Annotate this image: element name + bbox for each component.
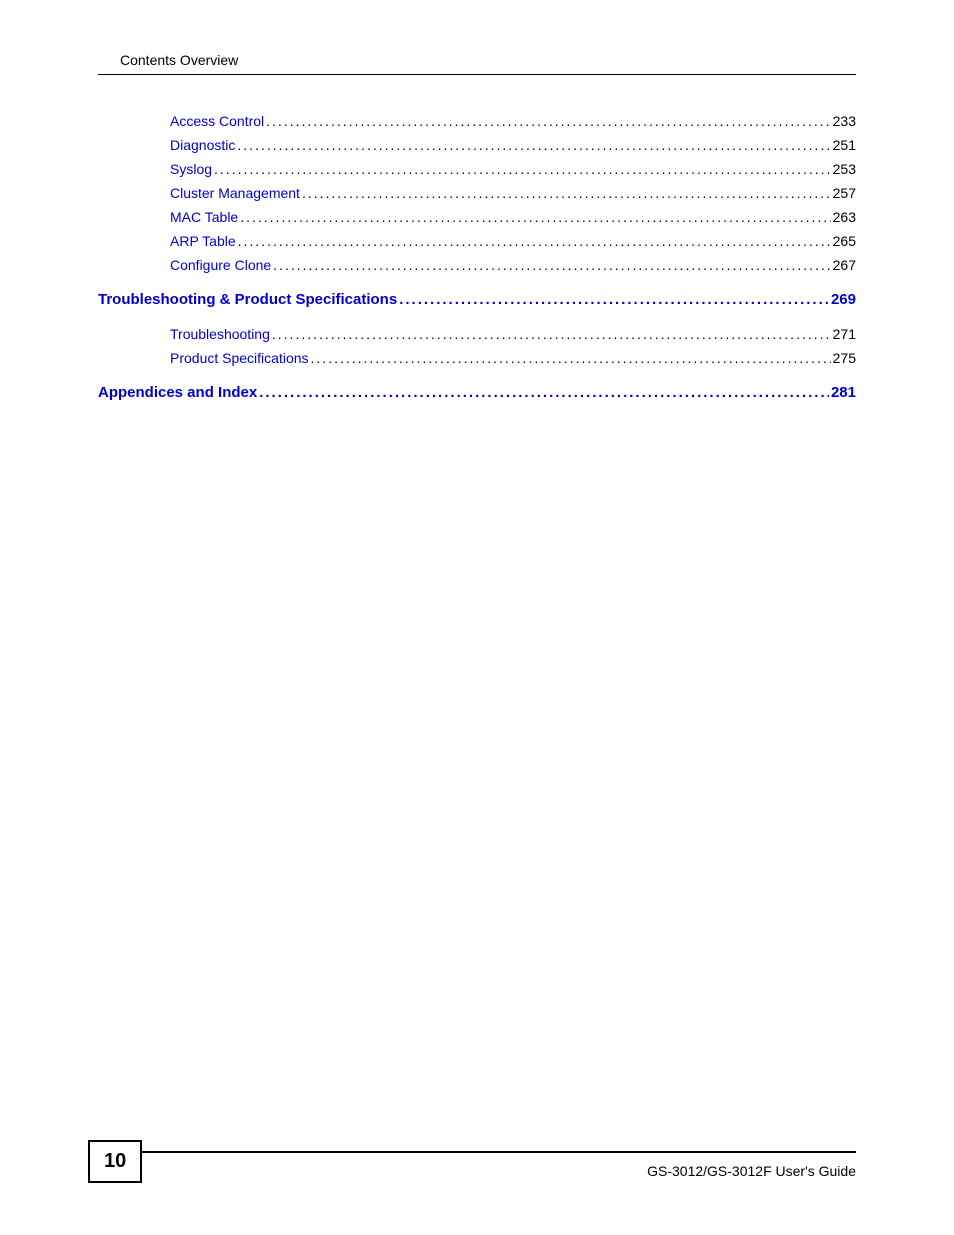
toc-leader-dots: ........................................… — [236, 233, 831, 249]
toc-leader-dots: ........................................… — [238, 209, 830, 225]
toc-row: Troubleshooting & Product Specifications… — [98, 291, 856, 308]
footer-row: 10 GS-3012/GS-3012F User's Guide — [88, 1159, 856, 1183]
toc-row: Access Control .........................… — [98, 113, 856, 129]
footer: 10 GS-3012/GS-3012F User's Guide — [88, 1151, 856, 1183]
toc-entry-link[interactable]: Syslog — [170, 161, 212, 177]
toc-page-number: 267 — [831, 257, 856, 273]
toc-entry-link[interactable]: Appendices and Index — [98, 384, 257, 401]
toc-leader-dots: ........................................… — [397, 291, 829, 308]
toc-page-number: 257 — [831, 185, 856, 201]
toc-page-number: 271 — [831, 326, 856, 342]
toc-row: ARP Table ..............................… — [98, 233, 856, 249]
footer-rule — [88, 1151, 856, 1153]
toc-entry-link[interactable]: Troubleshooting — [170, 326, 270, 342]
toc-page-number: 233 — [831, 113, 856, 129]
footer-guide-text: GS-3012/GS-3012F User's Guide — [647, 1163, 856, 1179]
toc-entry-link[interactable]: Diagnostic — [170, 137, 235, 153]
toc-page-number: 275 — [831, 350, 856, 366]
toc-row: Diagnostic .............................… — [98, 137, 856, 153]
toc-entry-link[interactable]: Configure Clone — [170, 257, 271, 273]
toc-leader-dots: ........................................… — [264, 113, 830, 129]
toc-row: Product Specifications .................… — [98, 350, 856, 366]
toc-leader-dots: ........................................… — [235, 137, 830, 153]
toc-leader-dots: ........................................… — [270, 326, 831, 342]
toc-entry-link[interactable]: Troubleshooting & Product Specifications — [98, 291, 397, 308]
toc-leader-dots: ........................................… — [271, 257, 830, 273]
header-rule — [98, 74, 856, 75]
toc-row: Configure Clone ........................… — [98, 257, 856, 273]
toc-leader-dots: ........................................… — [257, 384, 829, 401]
toc-entry-link[interactable]: ARP Table — [170, 233, 236, 249]
toc-leader-dots: ........................................… — [300, 185, 831, 201]
toc-container: Access Control .........................… — [98, 113, 856, 401]
toc-entry-link[interactable]: Product Specifications — [170, 350, 309, 366]
page-number-box: 10 — [88, 1140, 142, 1183]
toc-page-number: 251 — [831, 137, 856, 153]
header-title: Contents Overview — [98, 52, 856, 74]
toc-row: Cluster Management .....................… — [98, 185, 856, 201]
toc-page-number: 265 — [831, 233, 856, 249]
toc-page-number: 253 — [831, 161, 856, 177]
toc-entry-link[interactable]: MAC Table — [170, 209, 238, 225]
toc-row: Syslog .................................… — [98, 161, 856, 177]
toc-page-number: 269 — [829, 291, 856, 308]
toc-row: Troubleshooting ........................… — [98, 326, 856, 342]
toc-entry-link[interactable]: Cluster Management — [170, 185, 300, 201]
toc-entry-link[interactable]: Access Control — [170, 113, 264, 129]
toc-leader-dots: ........................................… — [212, 161, 831, 177]
toc-row: Appendices and Index ...................… — [98, 384, 856, 401]
toc-leader-dots: ........................................… — [309, 350, 831, 366]
toc-page-number: 281 — [829, 384, 856, 401]
toc-row: MAC Table ..............................… — [98, 209, 856, 225]
toc-page-number: 263 — [831, 209, 856, 225]
